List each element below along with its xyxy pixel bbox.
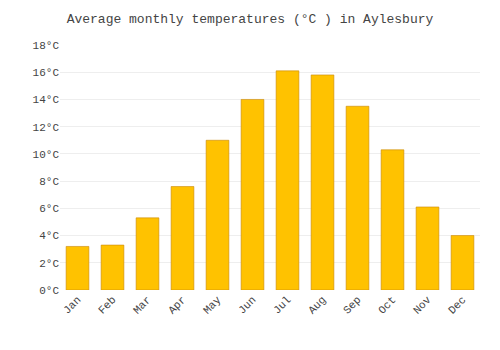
svg-text:Mar: Mar bbox=[131, 294, 153, 316]
svg-text:12°C: 12°C bbox=[33, 122, 60, 134]
svg-text:Sep: Sep bbox=[341, 294, 363, 316]
svg-text:0°C: 0°C bbox=[39, 285, 59, 297]
svg-text:8°C: 8°C bbox=[39, 176, 59, 188]
svg-text:Jul: Jul bbox=[271, 294, 293, 316]
svg-text:14°C: 14°C bbox=[33, 94, 60, 106]
svg-text:Nov: Nov bbox=[411, 294, 434, 317]
svg-text:16°C: 16°C bbox=[33, 67, 60, 79]
svg-text:Jun: Jun bbox=[236, 294, 258, 316]
svg-text:Apr: Apr bbox=[166, 294, 188, 316]
svg-text:Feb: Feb bbox=[96, 294, 118, 316]
svg-text:Average monthly temperatures (: Average monthly temperatures (°C ) in Ay… bbox=[67, 12, 434, 27]
svg-text:2°C: 2°C bbox=[39, 258, 59, 270]
svg-text:4°C: 4°C bbox=[39, 230, 59, 242]
svg-text:Dec: Dec bbox=[446, 294, 468, 316]
svg-text:18°C: 18°C bbox=[33, 40, 60, 52]
svg-text:Oct: Oct bbox=[376, 294, 398, 316]
svg-text:6°C: 6°C bbox=[39, 203, 59, 215]
svg-text:Jan: Jan bbox=[61, 294, 83, 316]
svg-text:10°C: 10°C bbox=[33, 149, 60, 161]
svg-text:Aug: Aug bbox=[306, 294, 328, 316]
svg-text:May: May bbox=[201, 294, 224, 317]
